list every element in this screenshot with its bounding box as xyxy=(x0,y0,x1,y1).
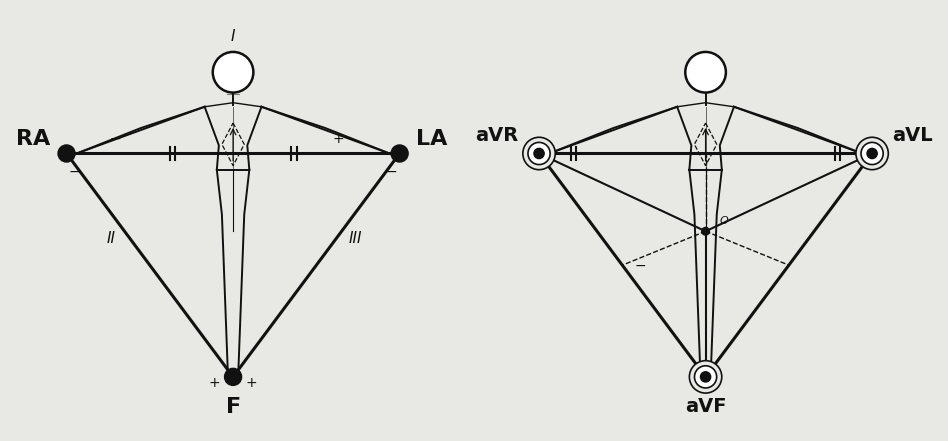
Text: −: − xyxy=(69,165,81,179)
Circle shape xyxy=(225,368,242,385)
Text: aVL: aVL xyxy=(892,127,933,146)
Circle shape xyxy=(702,228,709,235)
Text: +: + xyxy=(209,376,221,390)
Text: −: − xyxy=(386,165,397,179)
Text: RA: RA xyxy=(16,129,50,149)
Text: II: II xyxy=(107,231,116,246)
Circle shape xyxy=(534,148,544,159)
Circle shape xyxy=(689,361,721,393)
Circle shape xyxy=(58,145,75,162)
Circle shape xyxy=(701,372,711,382)
Text: I: I xyxy=(230,29,235,44)
Text: aVF: aVF xyxy=(684,397,726,416)
Text: +: + xyxy=(333,132,344,146)
Text: O: O xyxy=(720,216,729,226)
Circle shape xyxy=(856,137,888,170)
Text: III: III xyxy=(348,231,362,246)
Text: −: − xyxy=(109,132,121,146)
Circle shape xyxy=(212,52,253,93)
Text: +: + xyxy=(246,376,257,390)
Text: aVR: aVR xyxy=(476,127,519,146)
Text: LA: LA xyxy=(416,129,447,149)
Circle shape xyxy=(695,366,717,388)
Circle shape xyxy=(685,52,726,93)
Circle shape xyxy=(392,145,409,162)
Text: F: F xyxy=(226,397,241,417)
Circle shape xyxy=(867,148,877,159)
Circle shape xyxy=(528,142,550,164)
Circle shape xyxy=(523,137,556,170)
Circle shape xyxy=(861,142,884,164)
Text: −: − xyxy=(635,259,647,273)
